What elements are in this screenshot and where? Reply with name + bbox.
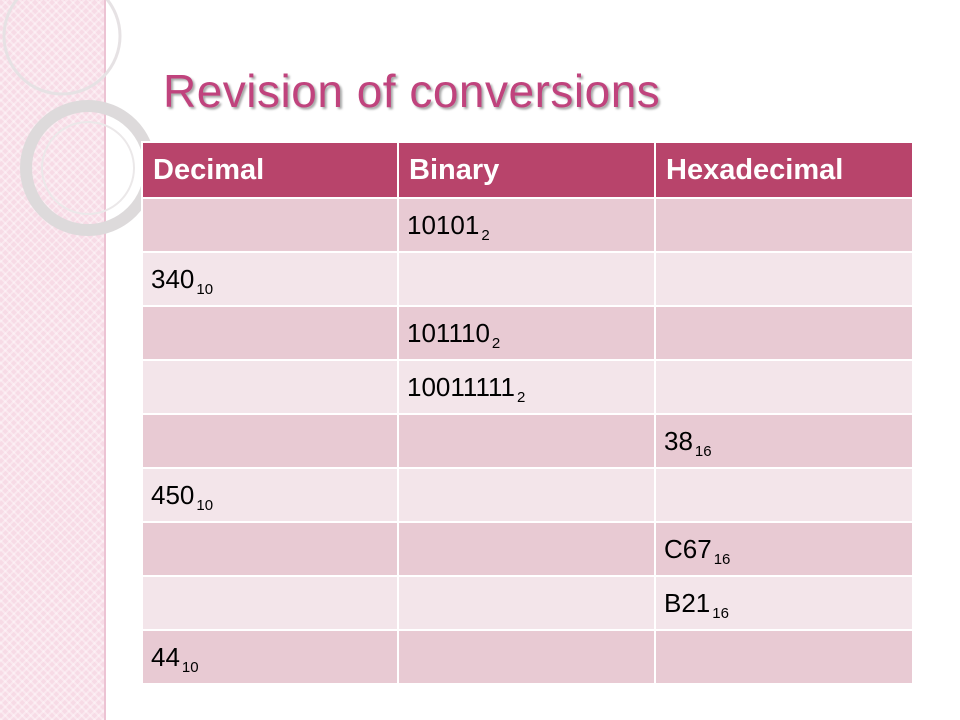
cell-decimal	[141, 305, 399, 361]
cell-hexadecimal	[654, 467, 914, 523]
number-value: 38	[664, 425, 693, 456]
table-row: 10101 2	[141, 197, 914, 253]
number-base: 2	[516, 388, 526, 406]
cell-decimal: 450 10	[141, 467, 399, 523]
number-base: 16	[712, 604, 729, 622]
cell-decimal	[141, 413, 399, 469]
cell-binary: 101110 2	[397, 305, 656, 361]
cell-binary	[397, 413, 656, 469]
table-row: 450 10	[141, 467, 914, 523]
cell-binary	[397, 467, 656, 523]
number-value: 101110	[407, 317, 490, 348]
table-row: 10011111 2	[141, 359, 914, 415]
cell-decimal: 340 10	[141, 251, 399, 307]
table-row: B21 16	[141, 575, 914, 631]
cell-decimal	[141, 521, 399, 577]
cell-binary	[397, 575, 656, 631]
table-row: 44 10	[141, 629, 914, 685]
cell-binary: 10011111 2	[397, 359, 656, 415]
number-base: 16	[694, 442, 712, 460]
table-body: 10101 2 340 10 101110 2 10011111 2 38 16 450 10 C67 1…	[141, 197, 914, 685]
header-binary: Binary	[397, 141, 656, 199]
conversion-table: Decimal Binary Hexadecimal 10101 2 340 10 10…	[141, 141, 914, 685]
number-value: B21	[664, 587, 711, 618]
cell-hexadecimal: C67 16	[654, 521, 914, 577]
cell-hexadecimal	[654, 359, 914, 415]
cell-hexadecimal: 38 16	[654, 413, 914, 469]
number-value: 450	[151, 479, 195, 510]
table-header-row: Decimal Binary Hexadecimal	[141, 141, 914, 199]
number-base: 16	[713, 550, 731, 568]
cell-hexadecimal	[654, 629, 914, 685]
cell-hexadecimal	[654, 305, 914, 361]
number-value: 44	[151, 641, 180, 672]
cell-decimal	[141, 575, 399, 631]
cell-binary	[397, 251, 656, 307]
slide-title: Revision of conversions	[163, 65, 661, 117]
cell-decimal	[141, 359, 399, 415]
number-value: 10101	[407, 209, 480, 240]
number-base: 10	[196, 496, 214, 514]
number-base: 2	[491, 334, 501, 352]
cell-hexadecimal	[654, 251, 914, 307]
number-base: 10	[196, 280, 214, 298]
header-hexadecimal: Hexadecimal	[654, 141, 914, 199]
number-base: 2	[481, 226, 490, 244]
table-row: 101110 2	[141, 305, 914, 361]
cell-decimal	[141, 197, 399, 253]
cell-binary	[397, 629, 656, 685]
number-value: C67	[664, 533, 712, 564]
cell-binary: 10101 2	[397, 197, 656, 253]
decorative-side-band	[0, 0, 106, 720]
cell-hexadecimal: B21 16	[654, 575, 914, 631]
table-row: C67 16	[141, 521, 914, 577]
cell-decimal: 44 10	[141, 629, 399, 685]
header-decimal: Decimal	[141, 141, 399, 199]
number-value: 10011111	[407, 371, 515, 402]
table-row: 340 10	[141, 251, 914, 307]
table-row: 38 16	[141, 413, 914, 469]
number-base: 10	[181, 658, 199, 676]
cell-hexadecimal	[654, 197, 914, 253]
cell-binary	[397, 521, 656, 577]
number-value: 340	[151, 263, 195, 294]
